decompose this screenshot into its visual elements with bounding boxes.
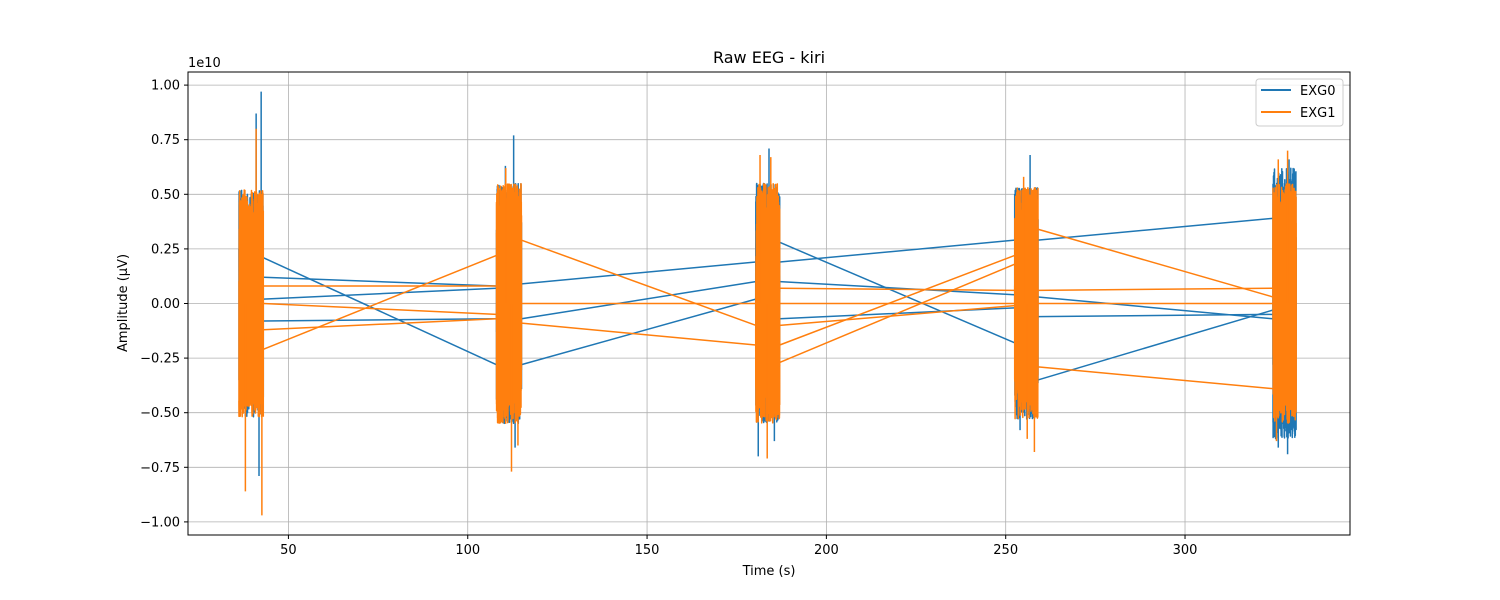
y-tick-label: 1.00 [151,79,180,94]
segment-connector [263,302,497,316]
y-tick-label: 0.00 [151,297,180,312]
segment-connector [263,318,497,322]
x-tick-label: 100 [455,543,480,558]
x-tick-label: 50 [280,543,297,558]
burst-1-exg1 [238,189,265,418]
x-tick-label: 200 [814,543,839,558]
segment-connector [263,276,497,287]
axis-ticks: 50 100 150 200 250 300 −1.00 −0.75 −0.50 −0.25 0.0… [140,79,1197,558]
y-tick-label: 0.25 [151,242,180,257]
segment-connector [521,261,756,285]
burst-2-exg1 [495,182,523,425]
segment-connector [779,304,1015,327]
segment-connector [1037,228,1274,298]
segment-connector [779,280,1015,296]
x-axis-label: Time (s) [742,564,796,579]
legend-label-exg0: EXG0 [1300,84,1335,99]
legend-label-exg1: EXG1 [1300,106,1335,121]
x-tick-label: 150 [635,543,660,558]
segment-connector [1037,217,1273,241]
y-tick-label: 0.50 [151,188,180,203]
segment-connector [263,318,497,331]
segment-connector [1037,366,1273,390]
y-tick-label: 0.75 [151,133,180,148]
burst-5-exg1 [1272,183,1297,424]
segment-connector [779,287,1015,292]
chart-title: Raw EEG - kiri [713,48,825,67]
segment-connector [521,239,756,327]
segment-connector [1037,313,1273,318]
segment-connector [1037,287,1273,292]
y-tick-label: −0.75 [140,461,180,476]
segment-connector [263,254,497,351]
x-tick-label: 250 [993,543,1018,558]
segment-connector [521,280,756,320]
series-exg1 [238,128,1297,516]
y-tick-label: −1.00 [140,515,180,530]
segment-connector [521,322,756,346]
segment-connector [1037,309,1274,381]
y-axis-label: Amplitude (µV) [116,254,131,352]
segment-connector [263,256,497,366]
x-tick-label: 300 [1173,543,1198,558]
legend: EXG0 EXG1 [1255,78,1344,127]
segment-connector [779,254,1015,346]
segment-connector [779,239,1015,263]
segment-connector [521,298,756,366]
segment-connector [263,287,497,300]
y-tick-label: −0.25 [140,352,180,367]
y-tick-label: −0.50 [140,406,180,421]
series-lines [238,91,1297,516]
y-axis-offset-label: 1e10 [188,56,221,71]
segment-connector [779,263,1015,364]
